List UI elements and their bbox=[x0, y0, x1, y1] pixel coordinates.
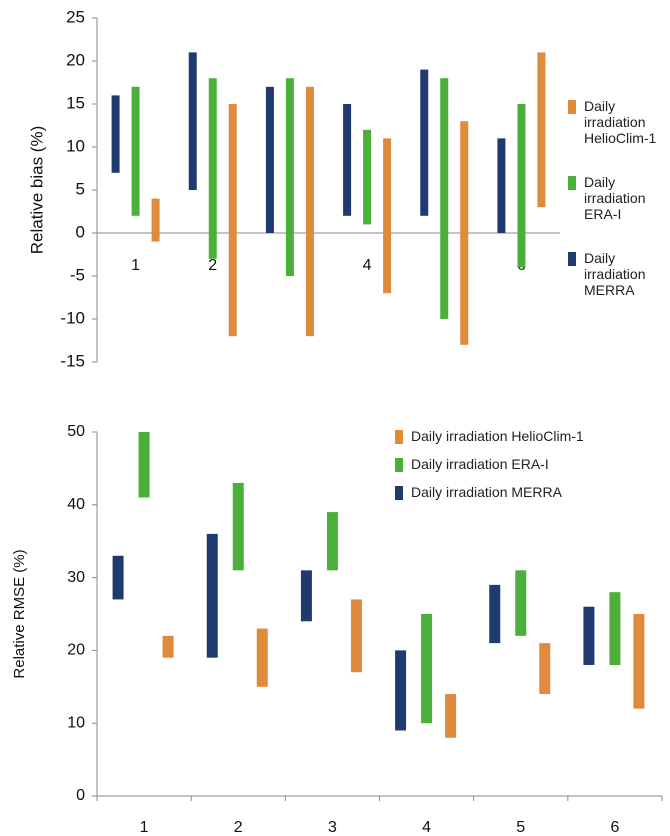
chart: 0 10 20 30 40 50 Relative RMSE (%) 1 2 3 4 5 6 bbox=[11, 423, 663, 836]
range-bar bbox=[138, 432, 150, 498]
y-tick-label: 30 bbox=[67, 569, 85, 586]
legend-label: Daily irradiation HelioClim-1 bbox=[411, 428, 584, 444]
y-tick-label: 0 bbox=[76, 787, 85, 804]
range-bar bbox=[265, 86, 274, 233]
x-tick-label: 4 bbox=[363, 257, 372, 274]
y-tick-label: -5 bbox=[70, 265, 85, 284]
range-bar bbox=[305, 86, 314, 337]
x-tick-label: 2 bbox=[208, 257, 217, 274]
range-bar bbox=[609, 592, 621, 665]
legend: Daily irradiation HelioClim-1 Daily irrad… bbox=[395, 428, 655, 512]
y-tick-label: 20 bbox=[67, 642, 85, 659]
y-tick-label: 40 bbox=[67, 496, 85, 513]
range-bar bbox=[420, 69, 429, 216]
range-bar bbox=[208, 78, 217, 259]
legend-label: Daily irradiation ERA-I bbox=[411, 456, 549, 472]
x-tick-label: 6 bbox=[610, 819, 619, 836]
legend-label: Daily irradiation MERRA bbox=[411, 484, 562, 500]
legend-item: Daily irradiation MERRA bbox=[568, 250, 668, 298]
range-bar bbox=[537, 52, 546, 208]
legend-label: Daily irradiation HelioClim-1 bbox=[584, 98, 657, 146]
y-tick-label: 10 bbox=[67, 714, 85, 731]
range-bar bbox=[343, 104, 352, 216]
y-tick-label: 50 bbox=[67, 423, 85, 440]
range-bar bbox=[440, 78, 449, 319]
range-bar bbox=[517, 104, 526, 268]
range-bar bbox=[112, 555, 124, 600]
range-bar bbox=[445, 694, 457, 738]
y-tick-label: 10 bbox=[66, 136, 85, 155]
legend-swatch bbox=[395, 430, 403, 444]
range-bar bbox=[256, 628, 268, 687]
chart-panel: 0 10 20 30 40 50 Relative RMSE (%) 1 2 3 4 5 6 Daily … bbox=[0, 400, 670, 836]
legend-swatch bbox=[568, 176, 576, 190]
range-bar bbox=[489, 584, 501, 644]
range-bar bbox=[395, 650, 407, 731]
x-tick-label: 3 bbox=[328, 819, 337, 836]
range-bar bbox=[515, 570, 527, 636]
range-bar bbox=[326, 512, 338, 571]
range-bar bbox=[300, 570, 312, 622]
x-tick-label: 1 bbox=[131, 257, 140, 274]
y-tick-label: 5 bbox=[76, 179, 85, 198]
range-bar bbox=[162, 635, 174, 658]
y-tick-label: 20 bbox=[66, 50, 85, 69]
legend-item: Daily irradiation MERRA bbox=[395, 484, 655, 500]
legend-swatch bbox=[568, 100, 576, 114]
x-tick-label: 4 bbox=[422, 819, 431, 836]
range-bar bbox=[131, 86, 140, 216]
range-bar bbox=[383, 138, 392, 294]
range-bar bbox=[111, 95, 120, 173]
x-tick-label: 2 bbox=[234, 819, 243, 836]
y-tick-label: 15 bbox=[66, 93, 85, 112]
y-tick-label: 25 bbox=[66, 7, 85, 26]
range-bar bbox=[232, 482, 244, 571]
legend-label: Daily irradiation ERA-I bbox=[584, 174, 646, 222]
legend-swatch bbox=[568, 252, 576, 266]
legend-label: Daily irradiation MERRA bbox=[584, 250, 646, 298]
y-tick-label: -10 bbox=[60, 308, 85, 327]
range-bar bbox=[151, 198, 160, 242]
range-bar bbox=[228, 104, 237, 337]
legend-item: Daily irradiation ERA-I bbox=[568, 174, 668, 222]
legend-swatch bbox=[395, 486, 403, 500]
range-bar bbox=[188, 52, 197, 191]
legend-item: Daily irradiation HelioClim-1 bbox=[395, 428, 655, 444]
range-bar bbox=[460, 121, 469, 345]
y-axis-label: Relative bias (%) bbox=[27, 126, 46, 255]
x-tick-label: 5 bbox=[516, 819, 525, 836]
legend-item: Daily irradiation HelioClim-1 bbox=[568, 98, 668, 146]
legend-item: Daily irradiation ERA-I bbox=[395, 456, 655, 472]
range-bar bbox=[206, 533, 218, 658]
range-bar bbox=[285, 78, 294, 276]
range-bar bbox=[350, 599, 362, 673]
y-tick-label: -15 bbox=[60, 351, 85, 370]
legend-swatch bbox=[395, 458, 403, 472]
legend: Daily irradiation HelioClim-1 Daily irrad… bbox=[568, 98, 668, 326]
range-bar bbox=[539, 643, 551, 695]
range-bar bbox=[421, 614, 433, 724]
range-bar bbox=[633, 614, 645, 709]
range-bar bbox=[497, 138, 506, 233]
y-tick-label: 0 bbox=[76, 222, 85, 241]
range-bar bbox=[583, 606, 595, 665]
y-axis-label: Relative RMSE (%) bbox=[11, 549, 28, 678]
range-bar bbox=[363, 129, 372, 225]
x-tick-label: 1 bbox=[140, 819, 149, 836]
